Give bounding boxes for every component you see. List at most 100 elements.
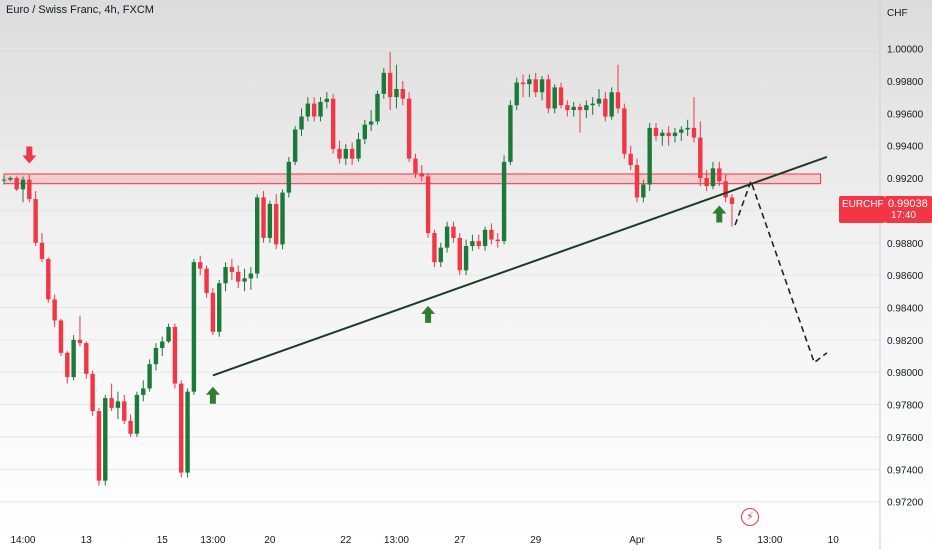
x-tick-label: 10 (828, 535, 840, 546)
candle-body (482, 229, 488, 247)
projection-path[interactable] (734, 178, 828, 364)
candle-body (122, 401, 127, 421)
x-tick-label: 27 (454, 535, 466, 546)
resistance-zone[interactable] (3, 173, 822, 185)
bar-countdown: 17:40 (891, 210, 917, 221)
lightning-bolt-icon[interactable]: ⚡ (741, 508, 759, 526)
x-tick-label: 13:00 (757, 535, 782, 546)
symbol-label: EURCHF (842, 199, 884, 210)
candle-body (444, 226, 450, 248)
candle-body (413, 158, 418, 174)
candle-body (236, 271, 241, 282)
y-tick-label: 0.99600 (887, 109, 924, 120)
candle-body (198, 262, 203, 269)
candle-body (457, 237, 462, 271)
candle-body (514, 82, 519, 106)
candle-body (210, 292, 216, 332)
candle-body (628, 153, 633, 166)
x-tick-label: Apr (629, 535, 645, 546)
candle-body (166, 326, 171, 342)
x-tick-label: 5 (717, 535, 723, 546)
candle-body (27, 179, 32, 200)
candle-body (533, 79, 538, 93)
candle-body (387, 72, 393, 98)
candle-body (508, 105, 513, 162)
candle-body (286, 161, 292, 193)
x-tick-label: 29 (530, 535, 542, 546)
candle-body (723, 181, 728, 198)
x-tick-label: 13 (81, 535, 93, 546)
candle-body (1, 179, 7, 181)
candle-body (134, 394, 140, 434)
candle-body (552, 87, 557, 109)
x-tick-label: 13:00 (384, 535, 409, 546)
candle-body (20, 179, 26, 190)
x-tick-label: 20 (264, 535, 276, 546)
candle-body (527, 79, 532, 85)
candle-body (248, 273, 254, 279)
candle-body (90, 373, 95, 412)
candle-body (46, 258, 51, 300)
candle-body (255, 197, 260, 274)
candle-body (704, 178, 709, 187)
x-tick-label: 15 (157, 535, 169, 546)
candle-body (501, 161, 507, 242)
candle-body (558, 87, 564, 106)
candle-body (609, 92, 614, 117)
candle-body (280, 192, 285, 245)
candle-body (115, 401, 121, 408)
candle-body (217, 283, 222, 332)
symbol-title[interactable]: Euro / Swiss Franc, 4h, FXCM (6, 4, 154, 16)
candle-body (58, 320, 64, 353)
candle-body (596, 98, 602, 104)
candle-body (691, 127, 697, 138)
candle-body (305, 103, 311, 117)
candle-body (546, 79, 551, 109)
candle-body (349, 148, 355, 159)
candle-body (324, 98, 330, 102)
candle-body (191, 262, 197, 392)
candle-body (141, 388, 146, 395)
candle-body (710, 168, 716, 187)
candle-body (539, 79, 545, 93)
arrow-down-icon (22, 146, 37, 164)
candle-body (242, 278, 247, 282)
candle-body (128, 420, 133, 434)
candle-body (267, 203, 273, 238)
candle-body (679, 129, 684, 133)
candle-body (223, 267, 228, 284)
candle-body (495, 239, 500, 242)
candle-body (622, 108, 627, 154)
support-trendline[interactable] (212, 156, 828, 377)
candle-body (577, 106, 583, 111)
candle-body (343, 148, 349, 159)
y-tick-label: 0.97400 (887, 465, 924, 476)
candle-body (65, 352, 70, 378)
candle-body (590, 103, 595, 106)
candle-body (489, 229, 494, 240)
candle-body (77, 339, 83, 344)
candle-body (584, 105, 589, 111)
candle-body (273, 203, 279, 245)
candle-body (406, 98, 412, 159)
candle-body (394, 89, 399, 98)
candle-body (229, 267, 235, 272)
candle-body (84, 343, 89, 374)
candle-body (698, 137, 703, 179)
y-tick-label: 0.99400 (887, 142, 924, 153)
candle-body (603, 98, 608, 117)
candle-body (666, 132, 671, 136)
candle-body (419, 173, 424, 177)
candle-body (109, 398, 114, 408)
candle-body (400, 89, 405, 99)
x-tick-label: 13:00 (200, 535, 225, 546)
candle-body (615, 92, 621, 109)
price-axis[interactable]: CHF 1.00000 0.99800 0.99600 0.99400 0.99200 0.… (879, 0, 924, 550)
y-tick-label: 0.97200 (887, 498, 924, 509)
time-axis[interactable]: 14:00 13 15 13:00 20 22 13:00 27 29 Apr 5 13:00 10 (10, 535, 839, 546)
candle-body (52, 299, 57, 321)
candle-body (476, 241, 481, 247)
signal-arrows (22, 146, 727, 404)
candle-body (660, 132, 665, 136)
